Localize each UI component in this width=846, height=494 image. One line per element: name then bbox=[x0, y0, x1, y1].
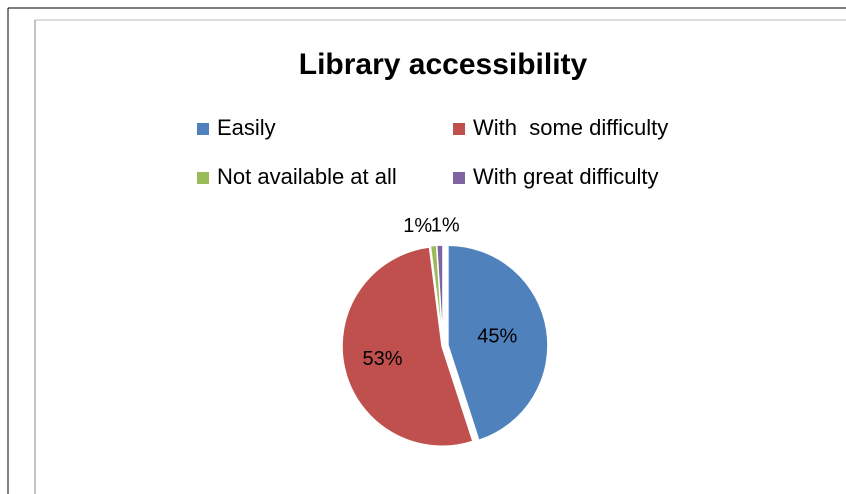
pie-slice bbox=[447, 244, 549, 442]
legend-swatch bbox=[453, 172, 465, 184]
data-label: 45% bbox=[477, 326, 517, 348]
data-label: 53% bbox=[362, 348, 402, 370]
legend-swatch bbox=[197, 123, 209, 135]
legend-label: With some difficulty bbox=[473, 115, 668, 140]
legend-swatch bbox=[197, 172, 209, 184]
chart-title: Library accessibility bbox=[299, 48, 588, 81]
data-label: 1% bbox=[431, 214, 460, 236]
pie-slice bbox=[341, 246, 474, 447]
legend-label: With great difficulty bbox=[473, 164, 658, 189]
legend-label: Not available at all bbox=[217, 164, 397, 189]
legend-swatch bbox=[453, 123, 465, 135]
pie-slice bbox=[435, 244, 444, 346]
data-label: 1% bbox=[403, 215, 432, 237]
legend-label: Easily bbox=[217, 115, 276, 140]
